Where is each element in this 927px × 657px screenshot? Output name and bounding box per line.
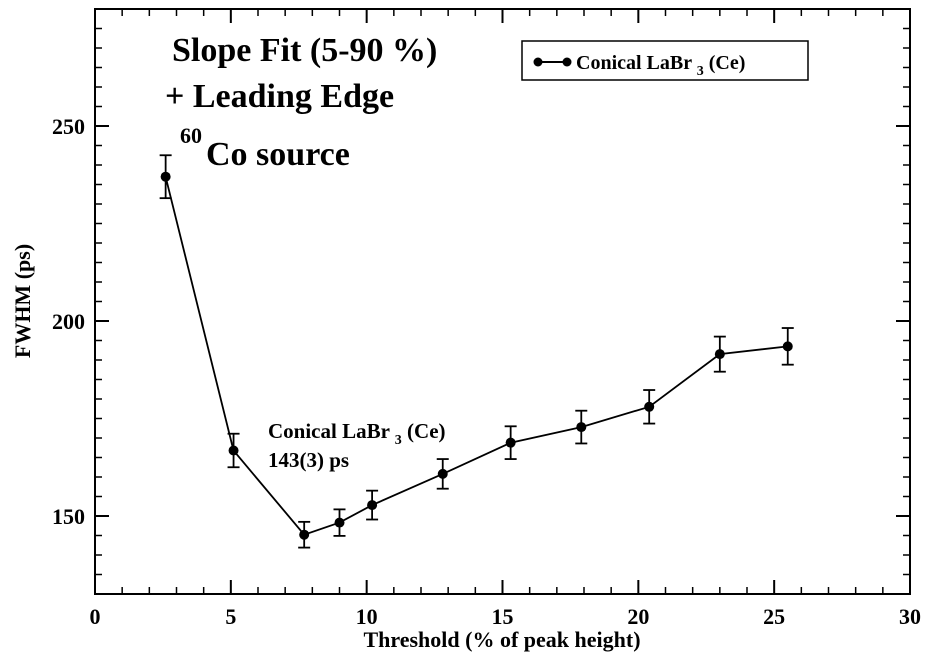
data-point (714, 349, 725, 360)
method-annotation-line2: + Leading Edge (165, 78, 394, 115)
result-annotation-line1: Conical LaBr 3 (Ce) (268, 419, 446, 449)
data-point (367, 500, 378, 511)
source-annotation: 60 Co source (180, 123, 350, 173)
series-line (164, 176, 788, 536)
y-tick-label: 250 (52, 114, 85, 139)
result-detector-subscript: 3 (395, 433, 402, 448)
y-tick-label: 200 (52, 309, 85, 334)
source-text: Co source (206, 136, 350, 173)
data-point (505, 437, 516, 448)
data-point (160, 171, 171, 182)
legend: Conical LaBr 3 (Ce) (521, 40, 809, 81)
data-point (576, 422, 587, 433)
x-tick-label: 20 (627, 604, 649, 629)
x-tick-label: 5 (225, 604, 236, 629)
x-tick-label: 30 (899, 604, 921, 629)
data-series (159, 154, 794, 549)
legend-label: Conical LaBr 3 (Ce) (576, 52, 745, 80)
x-tick-label: 0 (90, 604, 101, 629)
x-tick-label: 15 (492, 604, 514, 629)
y-tick-label: 150 (52, 504, 85, 529)
data-point (334, 517, 345, 528)
result-annotation-line2: 143(3) ps (268, 448, 349, 472)
y-axis-title: FWHM (ps) (10, 244, 35, 358)
data-point (644, 401, 655, 412)
data-point (437, 468, 448, 479)
tick-labels: 0 5 10 15 20 25 30 150 200 250 (52, 114, 921, 629)
source-isotope-superscript: 60 (180, 123, 202, 148)
result-detector-name: Conical LaBr (268, 419, 390, 443)
data-point (228, 445, 239, 456)
legend-marker-left (533, 57, 543, 67)
legend-label-suffix: (Ce) (709, 52, 746, 74)
result-detector-suffix: (Ce) (407, 419, 445, 443)
axis-ticks (94, 9, 911, 594)
legend-label-subscript: 3 (697, 64, 704, 79)
data-point (782, 341, 793, 352)
legend-marker-right (562, 57, 572, 67)
x-tick-label: 10 (356, 604, 378, 629)
x-tick-label: 25 (763, 604, 785, 629)
legend-label-main: Conical LaBr (576, 52, 692, 74)
x-axis-title: Threshold (% of peak height) (363, 627, 640, 652)
data-point (299, 529, 310, 540)
method-annotation-line1: Slope Fit (5-90 %) (172, 32, 437, 69)
